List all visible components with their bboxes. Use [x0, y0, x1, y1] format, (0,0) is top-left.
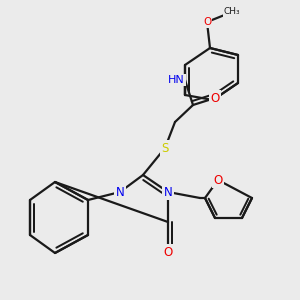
- Text: O: O: [210, 92, 220, 104]
- Text: S: S: [161, 142, 169, 154]
- Text: N: N: [164, 185, 172, 199]
- Text: HN: HN: [168, 75, 185, 85]
- Text: CH₃: CH₃: [224, 8, 240, 16]
- Text: O: O: [203, 17, 211, 27]
- Text: O: O: [164, 245, 172, 259]
- Text: N: N: [116, 185, 124, 199]
- Text: O: O: [213, 173, 223, 187]
